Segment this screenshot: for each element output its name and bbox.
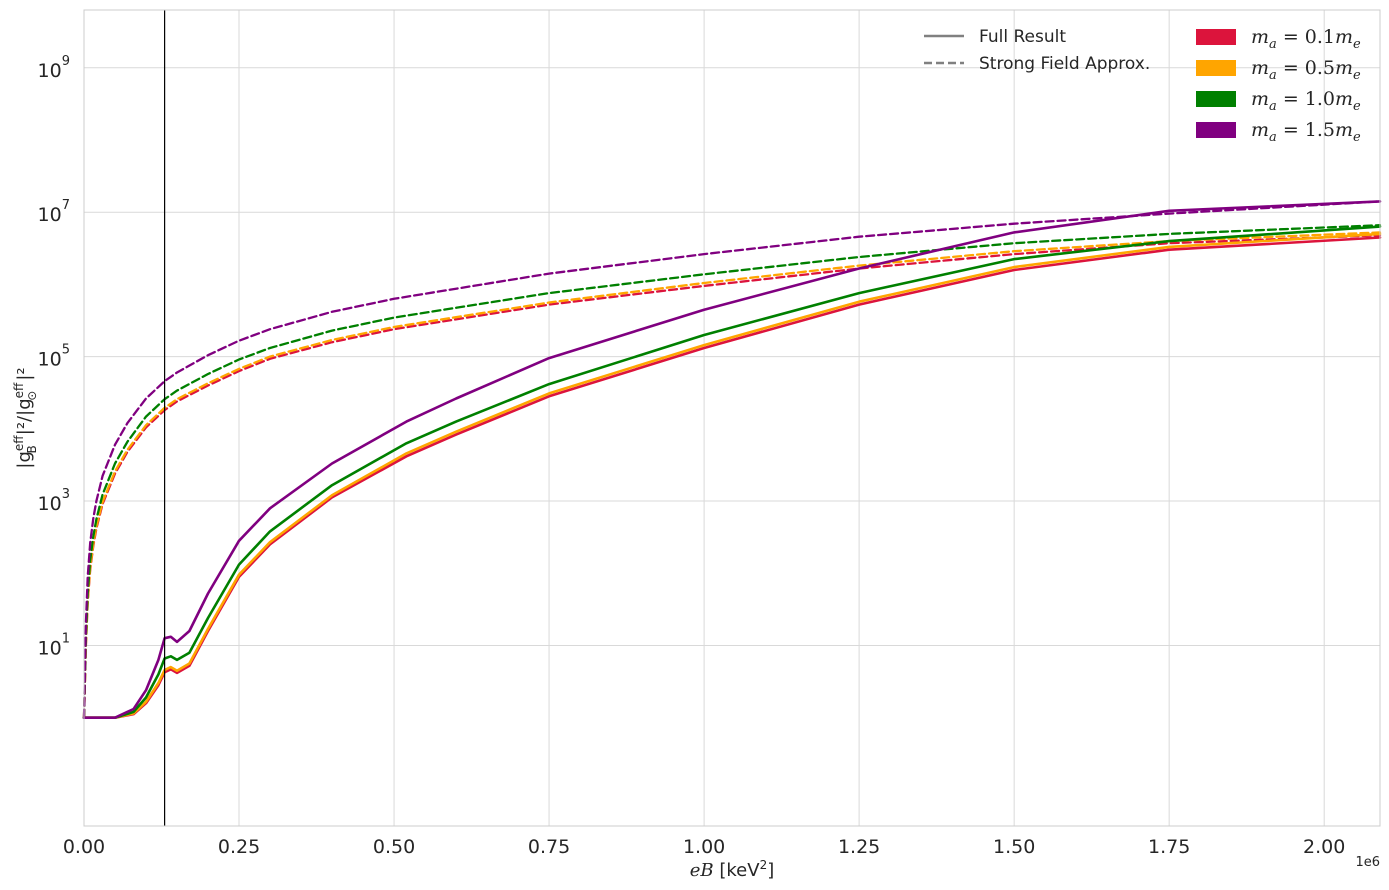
legend-label-3: ma = 1.5me	[1251, 119, 1361, 145]
approx-line-m-a-0-5m-e	[82, 231, 1382, 719]
legend-swatch-3	[1196, 122, 1236, 138]
x-tick-label: 0.50	[373, 836, 415, 858]
x-tick-label: 0.75	[528, 836, 570, 858]
x-tick-labels: 0.00 0.25 0.50 0.75 1.00 1.25 1.50 1.75 2.00	[63, 836, 1346, 858]
y-tick-label: 101	[38, 631, 70, 659]
approx-line-m-a-1-5m-e	[82, 200, 1382, 719]
y-tick-label: 107	[38, 198, 70, 226]
x-tick-label: 1.00	[683, 836, 725, 858]
full-line-m-a-1-5m-e	[82, 200, 1382, 719]
style-legend: Full Result Strong Field Approx.	[924, 27, 1150, 74]
plot-frame	[83, 9, 1381, 827]
x-tick-label: 1.75	[1148, 836, 1190, 858]
legend-swatch-1	[1196, 60, 1236, 76]
x-tick-label: 1.25	[838, 836, 880, 858]
x-tick-label: 1.50	[993, 836, 1035, 858]
y-tick-label: 103	[38, 487, 70, 515]
legend-swatch-2	[1196, 91, 1236, 107]
legend-label-1: ma = 0.5me	[1251, 57, 1361, 83]
series-layer	[82, 200, 1382, 719]
y-axis-label: |geffB|²/|geff⊙|²	[12, 367, 39, 468]
legend-strong-field-label: Strong Field Approx.	[979, 54, 1150, 74]
x-offset-label: 1e6	[1355, 855, 1380, 870]
y-tick-label: 105	[38, 343, 70, 371]
x-tick-label: 2.00	[1303, 836, 1345, 858]
x-axis-label: eB [keV2]	[690, 858, 775, 881]
x-tick-label: 0.25	[218, 836, 260, 858]
legend-swatch-0	[1196, 29, 1236, 45]
y-tick-label: 109	[38, 54, 70, 82]
legend-full-result-label: Full Result	[979, 27, 1066, 47]
legend-label-0: ma = 0.1me	[1251, 26, 1361, 52]
legend-label-2: ma = 1.0me	[1251, 88, 1361, 114]
y-tick-labels: 101 103 105 107 109	[38, 54, 70, 660]
color-legend: ma = 0.1me ma = 0.5me ma = 1.0me ma = 1.…	[1196, 26, 1361, 145]
full-line-m-a-1-0m-e	[82, 225, 1382, 719]
x-tick-label: 0.00	[63, 836, 105, 858]
approx-line-m-a-1-0m-e	[82, 224, 1382, 719]
full-line-m-a-0-5m-e	[82, 232, 1382, 719]
